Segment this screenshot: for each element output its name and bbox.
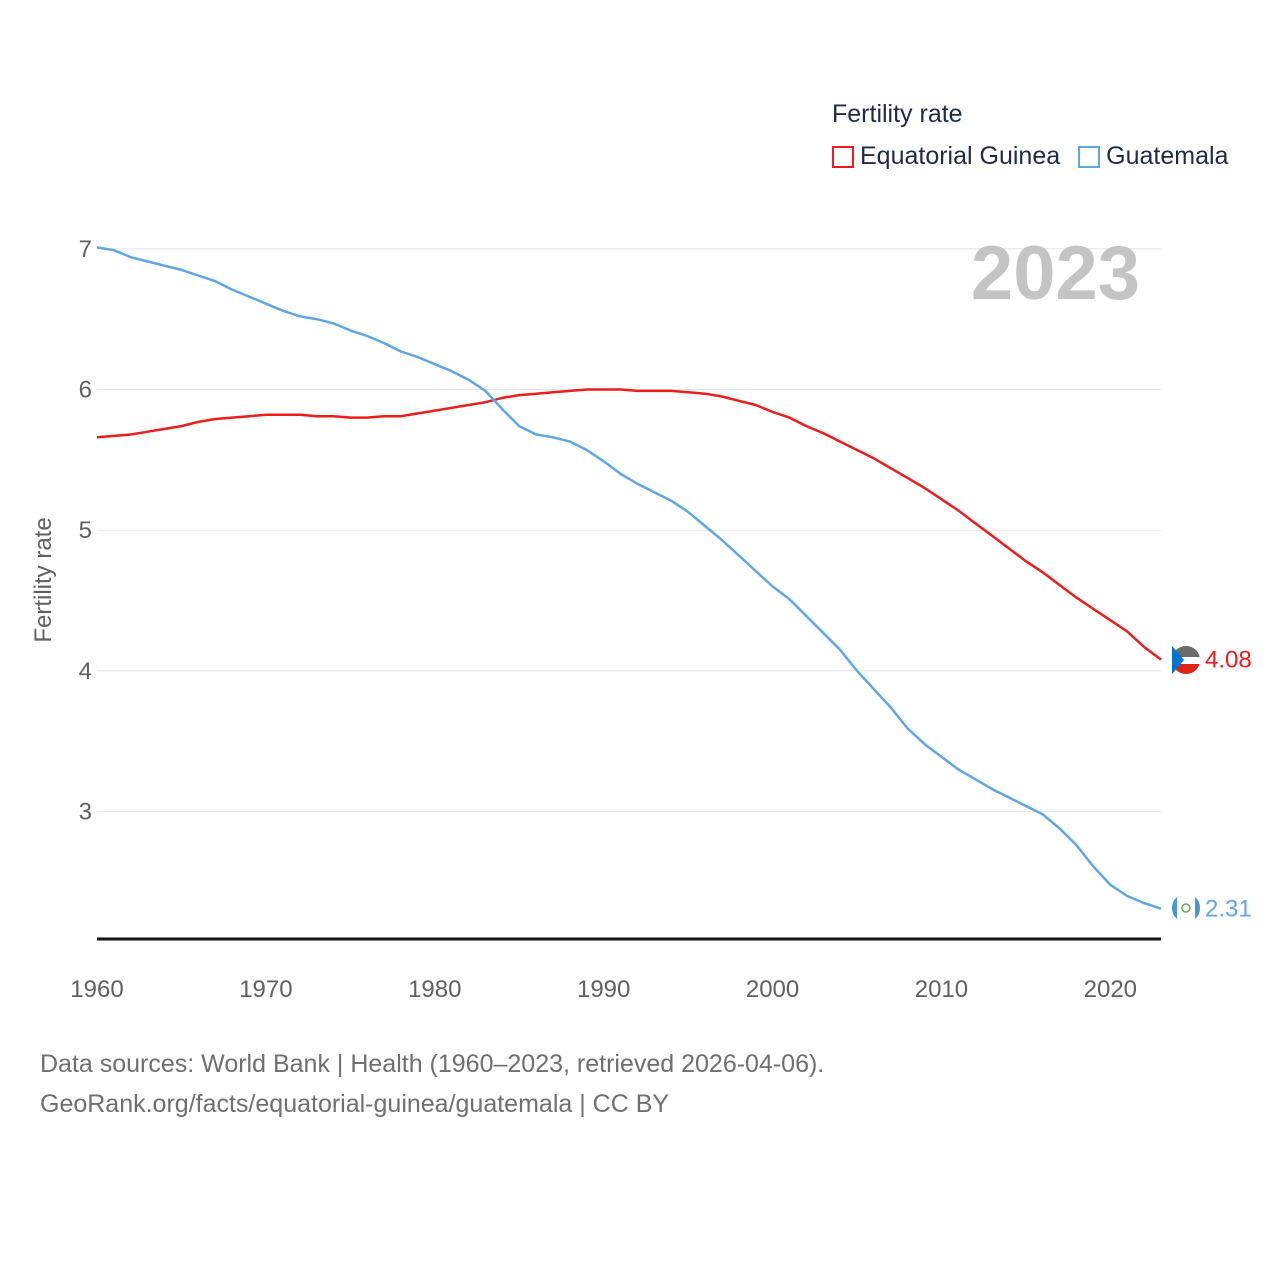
y-tick-label: 5 (79, 517, 92, 544)
legend-item-guatemala[interactable]: Guatemala (1078, 142, 1228, 171)
x-tick-label: 1960 (70, 976, 123, 1003)
series-lines (96, 246, 1162, 910)
legend-label-guatemala: Guatemala (1106, 142, 1229, 170)
x-tick-label: 1990 (577, 976, 630, 1003)
end-markers: 4.08 2.31 (1171, 646, 1252, 923)
y-axis-title: Fertility rate (30, 517, 57, 642)
legend-item-equatorial-guinea[interactable]: Equatorial Guinea (832, 142, 1060, 171)
series-line-equatorial-guinea (96, 388, 1162, 661)
x-tick-label: 1970 (239, 976, 292, 1003)
legend: Equatorial Guinea Guatemala (832, 142, 1228, 171)
y-axis-ticks: 3 4 5 6 7 (79, 236, 92, 826)
y-tick-label: 3 (79, 799, 92, 826)
legend-label-equatorial-guinea: Equatorial Guinea (860, 142, 1061, 170)
y-tick-label: 4 (79, 658, 92, 685)
year-label: 2023 (971, 231, 1140, 316)
y-tick-label: 7 (79, 236, 92, 263)
footer-sources: Data sources: World Bank | Health (1960–… (40, 1050, 825, 1078)
footer: Data sources: World Bank | Health (1960–… (40, 1044, 824, 1124)
legend-swatch-equatorial-guinea (832, 145, 854, 168)
legend-title: Fertility rate (832, 100, 963, 128)
footer-link[interactable]: GeoRank.org/facts/equatorial-guinea/guat… (40, 1090, 670, 1118)
legend-swatch-guatemala (1078, 145, 1101, 168)
x-tick-label: 2000 (746, 976, 799, 1003)
y-tick-label: 6 (79, 377, 92, 404)
equatorial-guinea-flag-icon (1172, 646, 1200, 674)
grid-lines (97, 248, 1161, 813)
end-value-label-equatorial-guinea: 4.08 (1205, 647, 1252, 674)
end-value-label-guatemala: 2.31 (1205, 896, 1252, 923)
x-axis-ticks: 1960 1970 1980 1990 2000 2010 2020 (70, 976, 1137, 1003)
x-tick-label: 1980 (408, 976, 461, 1003)
x-tick-label: 2010 (915, 976, 968, 1003)
guatemala-flag-icon (1171, 894, 1201, 922)
series-line-guatemala (96, 246, 1162, 910)
x-tick-label: 2020 (1084, 976, 1137, 1003)
